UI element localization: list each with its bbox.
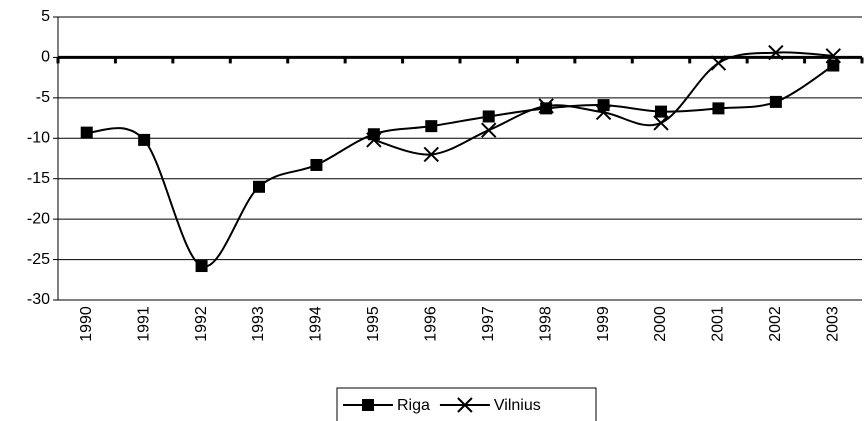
x-tick-label: 1992 (193, 306, 210, 342)
marker (367, 128, 380, 141)
series-line (86, 64, 834, 268)
marker (768, 44, 784, 61)
marker (769, 95, 782, 108)
y-tick-label: -25 (27, 251, 50, 268)
marker (253, 180, 265, 193)
legend-label: Vilnius (494, 397, 541, 414)
x-tick-label: 2002 (767, 306, 784, 342)
x-tick-label: 2000 (652, 306, 669, 342)
x-tick-label: 1993 (250, 306, 267, 342)
marker (362, 399, 374, 411)
marker (138, 133, 151, 146)
y-tick-label: -20 (27, 210, 50, 227)
x-tick-label: 1994 (308, 306, 325, 342)
marker (827, 59, 840, 72)
marker (712, 102, 725, 115)
x-tick-label: 2001 (710, 306, 727, 342)
marker (425, 120, 438, 133)
marker (423, 146, 439, 163)
marker (80, 126, 93, 139)
x-tick-label: 1999 (595, 306, 612, 342)
x-tick-label: 1996 (423, 306, 440, 342)
marker (710, 55, 727, 71)
marker (310, 158, 323, 171)
x-tick-label: 1998 (537, 306, 554, 342)
marker (655, 105, 667, 118)
marker (595, 104, 612, 121)
marker (540, 102, 553, 115)
x-tick-label: 1995 (365, 306, 382, 342)
marker (482, 110, 495, 123)
marker (481, 122, 497, 138)
y-tick-label: -10 (27, 130, 50, 147)
marker (653, 115, 669, 131)
marker (538, 98, 554, 114)
marker (195, 260, 208, 273)
marker (366, 132, 382, 148)
y-tick-label: 5 (41, 8, 50, 25)
x-tick-label: 1991 (135, 306, 152, 342)
y-tick-label: -30 (27, 291, 50, 308)
marker (825, 48, 841, 64)
x-tick-label: 2003 (825, 306, 842, 342)
legend-label: Riga (397, 397, 430, 414)
marker (457, 397, 473, 413)
y-tick-label: 0 (41, 49, 50, 66)
y-tick-label: -15 (27, 170, 50, 187)
x-tick-label: 1997 (480, 306, 497, 342)
legend: Riga Vilnius (336, 387, 597, 421)
y-tick-label: -5 (36, 89, 50, 106)
x-tick-label: 1990 (78, 306, 95, 342)
